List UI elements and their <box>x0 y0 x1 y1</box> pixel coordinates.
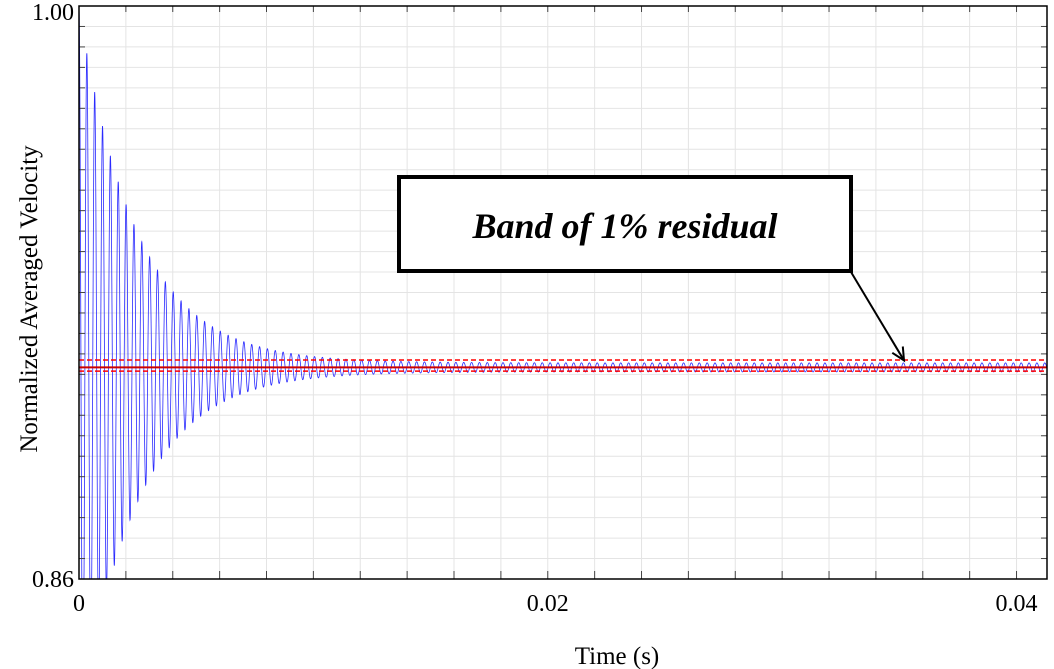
annotation: Band of 1% residual <box>397 175 906 363</box>
annotation-text: Band of 1% residual <box>471 206 777 246</box>
annotation-box <box>397 175 853 273</box>
plot-frame <box>78 5 1048 580</box>
x-tick-label: 0 <box>73 591 85 617</box>
y-axis-title: Normalized Averaged Velocity <box>16 145 43 453</box>
band-layer <box>79 359 1047 372</box>
frame-layer <box>78 5 1048 580</box>
annotation-arrow <box>850 271 905 361</box>
y-tick-label: 0.86 <box>32 567 74 593</box>
y-tick-label: 1.00 <box>32 0 74 26</box>
x-tick-label: 0.04 <box>996 591 1038 617</box>
tick-label-layer: 0 0.02 0.04 1.00 0.86 <box>32 0 1038 617</box>
x-axis-title: Time (s) <box>575 643 660 669</box>
grid-layer <box>79 6 1047 579</box>
annotation-arrowhead <box>891 346 906 363</box>
x-tick-label: 0.02 <box>527 591 569 617</box>
